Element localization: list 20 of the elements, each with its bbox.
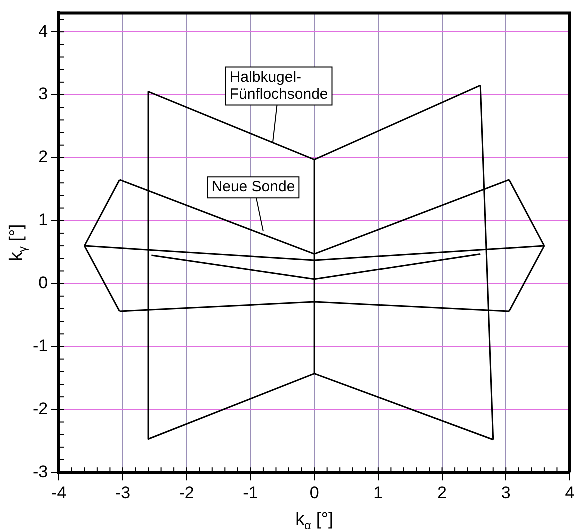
y-tick-label: 0 (38, 273, 48, 292)
y-tick-label: -2 (32, 399, 48, 418)
x-tick-label: 0 (310, 483, 320, 502)
y-axis-title: kγ [°] (6, 224, 30, 262)
x-tick-label: 2 (438, 483, 448, 502)
annotation: Halbkugel- Fünflochsonde (230, 68, 328, 103)
y-tick-label: 2 (38, 148, 48, 167)
x-tick-label: -3 (115, 483, 131, 502)
x-tick-label: 4 (565, 483, 575, 502)
x-tick-label: 3 (501, 483, 511, 502)
y-tick-label: -1 (32, 336, 48, 356)
y-tick-label: -3 (32, 462, 48, 482)
annotation: Neue Sonde (212, 178, 296, 196)
x-tick-label: -4 (52, 483, 67, 502)
y-tick-label: 3 (38, 84, 48, 104)
y-tick-label: 4 (38, 22, 48, 41)
x-tick-label: 1 (374, 483, 384, 502)
y-tick-label: 1 (38, 210, 48, 230)
x-tick-label: -1 (243, 483, 258, 502)
x-tick-label: -2 (179, 483, 194, 502)
